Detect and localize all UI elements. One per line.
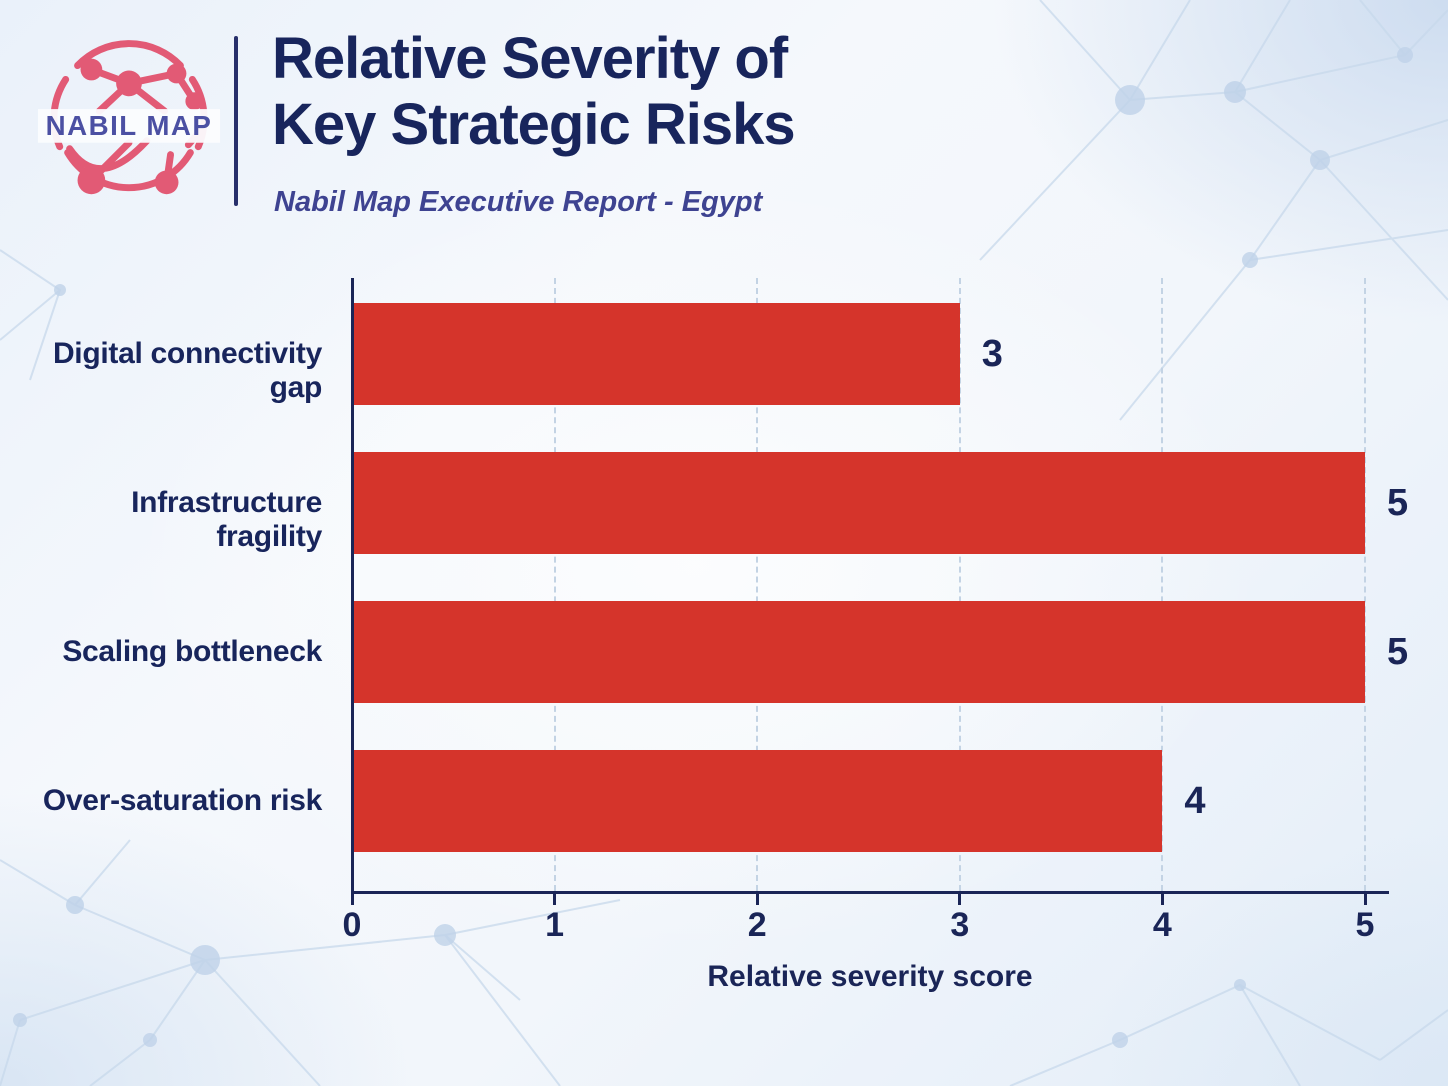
header-divider <box>234 36 238 206</box>
bar-value-label: 3 <box>981 333 1003 375</box>
bar-2 <box>354 452 1365 554</box>
nabil-map-logo: NABIL MAP <box>37 40 221 195</box>
gridline-5 <box>1364 278 1366 891</box>
x-tick-label-0: 0 <box>342 906 362 944</box>
bar-value-label: 4 <box>1184 780 1206 822</box>
x-tick-label-2: 2 <box>747 906 767 944</box>
gridline-3 <box>958 278 961 891</box>
category-label: Digital connectivity gap <box>52 337 322 404</box>
gridline-4 <box>1161 278 1164 891</box>
x-tick-label-5: 5 <box>1355 906 1375 944</box>
x-tick-0 <box>350 894 354 905</box>
x-axis-line <box>351 891 1389 894</box>
x-tick-5 <box>1363 894 1367 905</box>
x-tick-4 <box>1160 894 1164 905</box>
page-subtitle: Nabil Map Executive Report - Egypt <box>274 186 763 218</box>
bar-3 <box>354 601 1365 703</box>
title-line-1: Relative Severity of <box>272 26 788 91</box>
x-tick-label-1: 1 <box>545 906 565 944</box>
bar-1 <box>354 303 960 405</box>
x-tick-2 <box>755 894 759 905</box>
x-tick-label-4: 4 <box>1152 906 1172 944</box>
gridline-1 <box>553 278 556 891</box>
page-title: Relative Severity of Key Strategic Risks <box>272 26 1172 158</box>
x-tick-3 <box>958 894 962 905</box>
x-axis-title: Relative severity score <box>707 960 1033 993</box>
bar-value-label: 5 <box>1387 631 1409 673</box>
bar-value-label: 5 <box>1387 482 1409 524</box>
y-axis-line <box>351 278 354 903</box>
bar-4 <box>354 750 1163 852</box>
x-tick-label-3: 3 <box>950 906 970 944</box>
logo-brand-text: NABIL MAP <box>46 110 213 141</box>
gridline-2 <box>756 278 759 891</box>
title-line-2: Key Strategic Risks <box>272 92 796 157</box>
category-label: Over-saturation risk <box>42 784 322 817</box>
x-tick-1 <box>553 894 557 905</box>
category-label: Scaling bottleneck <box>62 635 322 668</box>
category-label: Infrastructure fragility <box>131 486 322 553</box>
